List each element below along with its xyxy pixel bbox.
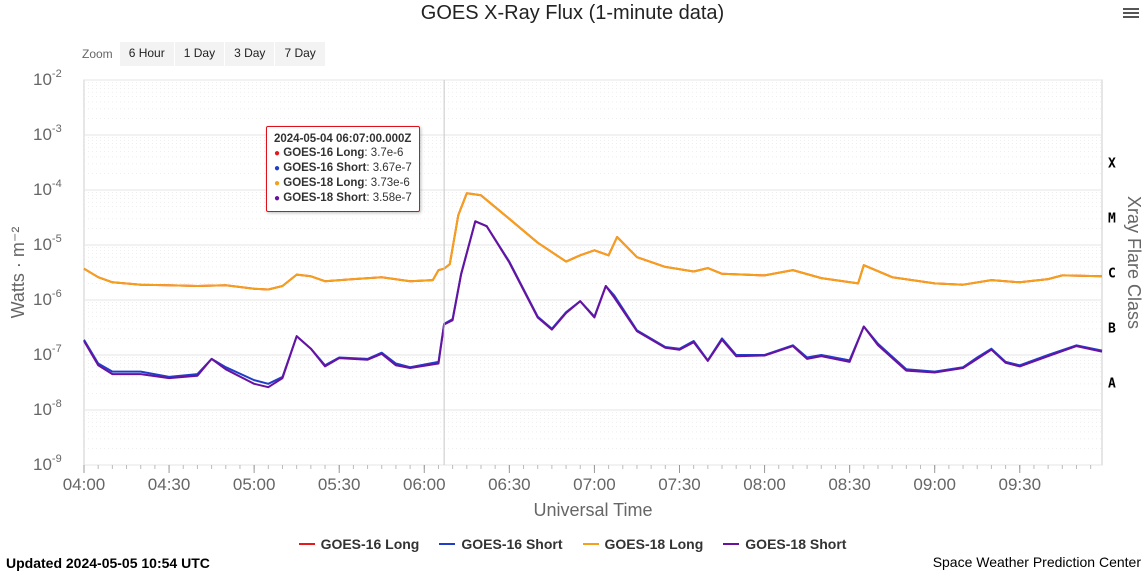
x-tick-label: 05:30 [318, 475, 361, 494]
hamburger-menu-icon[interactable] [1123, 6, 1139, 20]
goes16-long-line [83, 192, 1103, 291]
legend-label: GOES-16 Long [320, 536, 420, 552]
y-tick-label: 10-6 [33, 288, 62, 309]
zoom-label: Zoom [82, 47, 113, 61]
legend-swatch [439, 543, 456, 545]
x-tick-label: 06:00 [403, 475, 446, 494]
legend-swatch [582, 543, 599, 545]
tooltip-series: GOES-16 Short [283, 162, 367, 174]
legend-item-goes18-short[interactable]: GOES-18 Short [723, 536, 846, 552]
tooltip-row: ● GOES-16 Short: 3.67e-7 [274, 162, 412, 174]
tooltip-row: ● GOES-18 Short: 3.58e-7 [274, 192, 412, 204]
x-tick-label: 07:00 [573, 475, 616, 494]
zoom-6-hour-button[interactable]: 6 Hour [119, 42, 174, 66]
tooltip-value: 3.58e-7 [372, 192, 412, 204]
tooltip-series: GOES-18 Long [283, 177, 365, 189]
tooltip-value: 3.7e-6 [370, 147, 404, 159]
updated-timestamp: Updated 2024-05-05 10:54 UTC [6, 555, 210, 571]
tooltip-series: GOES-18 Short [283, 192, 367, 204]
y-tick-label: 10-8 [33, 398, 62, 419]
x-tick-label: 07:30 [658, 475, 701, 494]
y-tick-label: 10-7 [33, 343, 62, 364]
legend-label: GOES-18 Short [745, 536, 847, 552]
zoom-3-day-button[interactable]: 3 Day [225, 42, 275, 66]
goes18-short-line [83, 220, 1103, 389]
legend-swatch [723, 543, 740, 545]
x-tick-label: 08:30 [828, 475, 871, 494]
tooltip-value: 3.67e-7 [372, 162, 412, 174]
zoom-bar: Zoom 6 Hour 1 Day 3 Day 7 Day [82, 42, 326, 66]
data-tooltip: 2024-05-04 06:07:00.000Z ● GOES-16 Long:… [266, 126, 420, 212]
y-tick-label: 10-3 [33, 123, 62, 144]
legend-item-goes18-long[interactable]: GOES-18 Long [582, 536, 704, 552]
bullet-icon: ● [274, 178, 281, 189]
y-axis-title: Watts · m⁻² [8, 227, 28, 319]
x-tick-label: 08:00 [743, 475, 786, 494]
flare-class-label: M [1108, 212, 1116, 227]
bullet-icon: ● [274, 148, 281, 159]
legend-item-goes16-short[interactable]: GOES-16 Short [439, 536, 563, 552]
y-tick-label: 10-5 [33, 233, 62, 254]
x-tick-label: 05:00 [233, 475, 276, 494]
x-tick-label: 09:30 [998, 475, 1041, 494]
tooltip-title: 2024-05-04 06:07:00.000Z [274, 133, 412, 145]
zoom-7-day-button[interactable]: 7 Day [275, 42, 325, 66]
y-tick-label: 10-2 [33, 68, 62, 89]
legend-item-goes16-long[interactable]: GOES-16 Long [298, 536, 420, 552]
legend-label: GOES-16 Short [461, 536, 563, 552]
credit-text: Space Weather Prediction Center [932, 554, 1141, 570]
legend-label: GOES-18 Long [604, 536, 704, 552]
y-tick-label: 10-9 [33, 453, 62, 474]
x-axis-title: Universal Time [533, 500, 652, 520]
tooltip-row: ● GOES-16 Long: 3.7e-6 [274, 147, 404, 159]
bullet-icon: ● [274, 193, 281, 204]
x-tick-label: 09:00 [913, 475, 956, 494]
x-tick-label: 04:30 [148, 475, 191, 494]
flare-class-label: C [1108, 267, 1116, 282]
tooltip-value: 3.73e-6 [370, 177, 410, 189]
flare-class-label: B [1108, 322, 1116, 337]
flare-class-label: A [1108, 377, 1116, 392]
chart-title: GOES X-Ray Flux (1-minute data) [420, 2, 725, 24]
bullet-icon: ● [274, 163, 281, 174]
chart-legend: GOES-16 Long GOES-16 Short GOES-18 Long … [0, 536, 1145, 552]
right-axis-title: Xray Flare Class [1124, 196, 1144, 329]
tooltip-row: ● GOES-18 Long: 3.73e-6 [274, 177, 410, 189]
x-tick-label: 04:00 [63, 475, 106, 494]
goes18-long-line [83, 192, 1103, 291]
zoom-1-day-button[interactable]: 1 Day [174, 42, 225, 66]
tooltip-series: GOES-16 Long [283, 147, 365, 159]
y-tick-label: 10-4 [33, 178, 62, 199]
flare-class-label: X [1108, 157, 1116, 172]
x-tick-label: 06:30 [488, 475, 531, 494]
legend-swatch [298, 543, 315, 545]
